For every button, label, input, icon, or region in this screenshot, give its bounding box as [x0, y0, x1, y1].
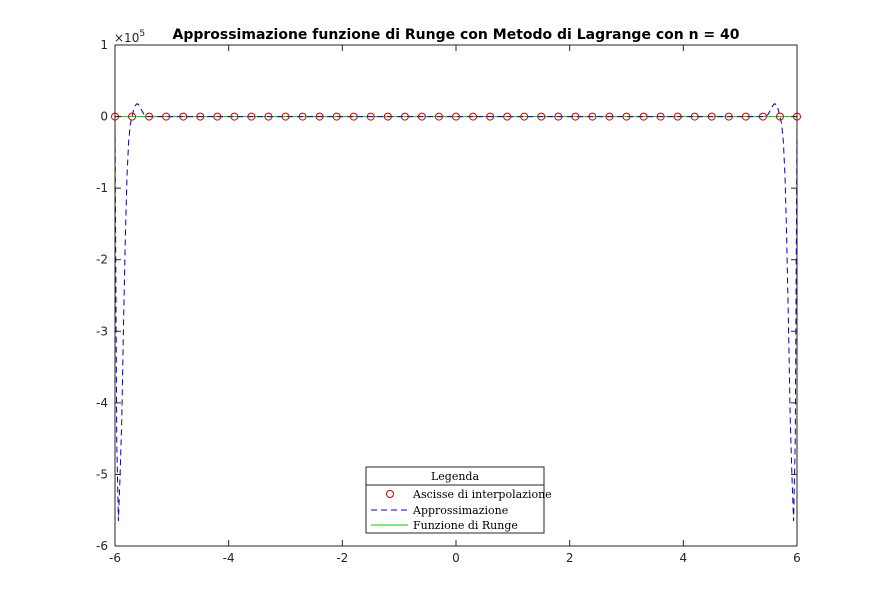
node-marker — [639, 112, 648, 121]
x-tick-label: 2 — [566, 551, 574, 565]
y-tick-label: -1 — [96, 181, 108, 195]
node-marker — [434, 112, 443, 121]
x-tick-label: -4 — [223, 551, 235, 565]
node-marker — [281, 112, 290, 121]
node-marker — [196, 112, 205, 121]
chart-title: Approssimazione funzione di Runge con Me… — [172, 27, 739, 43]
legend-entry-ascisse: Ascisse di interpolazione — [412, 488, 552, 501]
node-marker — [554, 112, 563, 121]
node-marker — [349, 112, 358, 121]
legend-entry-approssimazione: Approssimazione — [412, 504, 508, 517]
y-tick-label: -4 — [96, 396, 108, 410]
plot-area — [115, 45, 797, 546]
node-marker — [162, 112, 171, 121]
y-tick-label: 1 — [100, 38, 108, 52]
y-tick-label: -2 — [96, 253, 108, 267]
node-marker — [520, 112, 529, 121]
node-marker — [724, 112, 733, 121]
x-tick-label: -2 — [336, 551, 348, 565]
node-marker — [179, 112, 188, 121]
node-marker — [707, 112, 716, 121]
legend-title: Legenda — [431, 470, 479, 483]
node-marker — [298, 112, 307, 121]
y-tick-label: -3 — [96, 324, 108, 338]
node-marker — [673, 112, 682, 121]
x-tick-label: 6 — [793, 551, 801, 565]
series-layer — [111, 103, 801, 521]
legend-box — [365, 466, 545, 534]
x-tick-label: -6 — [109, 551, 121, 565]
y-tick-label: 0 — [100, 110, 108, 124]
node-marker — [145, 112, 154, 121]
series-approssimazione-line — [114, 103, 798, 521]
node-marker — [213, 112, 222, 121]
node-marker — [128, 112, 137, 121]
node-marker — [571, 112, 580, 121]
x-tick-label: 4 — [680, 551, 688, 565]
node-marker — [264, 112, 273, 121]
node-marker — [366, 112, 375, 121]
node-marker — [486, 112, 495, 121]
node-marker — [400, 112, 409, 121]
node-marker — [383, 112, 392, 121]
node-marker — [503, 112, 512, 121]
node-marker — [656, 112, 665, 121]
node-marker — [537, 112, 546, 121]
node-marker — [315, 112, 324, 121]
node-marker — [332, 112, 341, 121]
node-marker — [469, 112, 478, 121]
legend-entry-runge: Funzione di Runge — [413, 519, 518, 532]
x-tick-label: 0 — [452, 551, 460, 565]
y-tick-label: -6 — [96, 539, 108, 553]
legend: Legenda Ascisse di interpolazione Appros… — [365, 466, 552, 534]
y-exponent-label: ×105 — [114, 29, 145, 45]
node-marker — [452, 112, 460, 121]
node-marker — [417, 112, 426, 121]
y-exponent-power: 5 — [139, 29, 145, 39]
node-marker — [230, 112, 239, 121]
node-marker — [775, 112, 784, 121]
node-marker — [622, 112, 631, 121]
node-marker — [758, 112, 767, 121]
node-marker — [247, 112, 256, 121]
y-exponent-base: ×10 — [114, 31, 139, 45]
y-tick-label: -5 — [96, 467, 108, 481]
node-marker — [741, 112, 750, 121]
node-marker — [605, 112, 614, 121]
legend-marker-circle — [386, 490, 394, 498]
ticks-layer: -6 -4 -2 0 2 4 6 1 0 -1 -2 -3 -4 -5 -6 — [96, 38, 801, 565]
node-marker — [690, 112, 699, 121]
node-marker — [588, 112, 597, 121]
